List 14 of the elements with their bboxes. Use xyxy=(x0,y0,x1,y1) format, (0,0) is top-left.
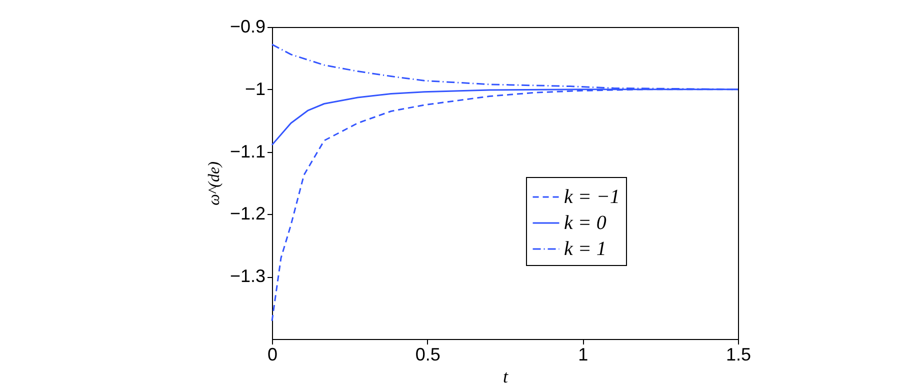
x-axis-title: t xyxy=(502,366,509,386)
legend-label: k = 1 xyxy=(564,238,606,260)
y-tick-label: −1.2 xyxy=(230,204,266,224)
x-tick-label: 0 xyxy=(267,344,278,364)
y-tick-label: −1.3 xyxy=(230,266,266,286)
legend-label: k = 0 xyxy=(564,212,606,234)
y-tick-label: −0.9 xyxy=(230,16,266,36)
x-tick-label: 0.5 xyxy=(415,344,440,364)
x-tick-label: 1 xyxy=(578,344,588,364)
y-tick-label: −1.1 xyxy=(230,141,266,162)
y-axis-title: ω^(de) xyxy=(206,162,223,206)
y-tick-label: −1 xyxy=(244,78,266,99)
x-tick-label: 1.5 xyxy=(726,344,752,364)
legend-label: k = −1 xyxy=(564,186,620,208)
